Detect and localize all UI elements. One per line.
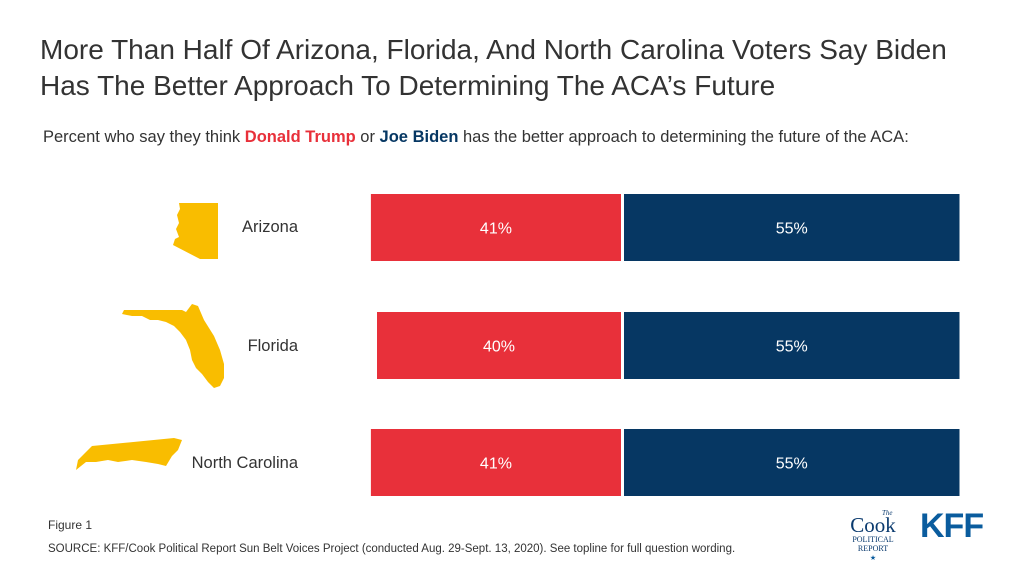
cook-logo-report: REPORT [858, 544, 888, 553]
bar-biden-north-carolina [624, 429, 960, 496]
subtitle-biden: Joe Biden [379, 128, 459, 146]
data-label-trump-florida: 40% [483, 339, 515, 356]
bar-trump-arizona [370, 194, 621, 261]
subtitle-prefix: Percent who say they think [43, 128, 245, 146]
data-label-trump-arizona: 41% [480, 221, 512, 238]
source-note: SOURCE: KFF/Cook Political Report Sun Be… [48, 543, 736, 555]
cook-logo-political: POLITICAL [852, 535, 893, 544]
subtitle-trump: Donald Trump [244, 128, 356, 146]
state-label-north-carolina: North Carolina [191, 454, 298, 472]
cook-logo-cook: Cook [850, 513, 896, 537]
svg-text:★: ★ [870, 554, 876, 562]
subtitle-suffix: has the better approach to determining t… [458, 128, 909, 146]
bar-biden-florida [624, 312, 960, 379]
north-carolina-map-icon [76, 438, 182, 470]
data-label-biden-north-carolina: 55% [776, 456, 808, 473]
florida-map-icon [122, 304, 224, 388]
chart-subtitle: Percent who say they think Donald Trump … [43, 126, 993, 148]
data-label-trump-north-carolina: 41% [480, 456, 512, 473]
figure-label: Figure 1 [48, 518, 93, 532]
bar-trump-north-carolina [370, 429, 621, 496]
state-label-arizona: Arizona [242, 218, 298, 236]
arizona-map-icon [173, 203, 218, 259]
cook-political-report-logo: The Cook POLITICAL REPORT ★ [850, 509, 896, 562]
data-label-biden-florida: 55% [776, 339, 808, 356]
bar-trump-florida [377, 312, 621, 379]
data-label-biden-arizona: 55% [776, 221, 808, 238]
cook-logo-the: The [882, 509, 893, 517]
chart-title: More Than Half Of Arizona, Florida, And … [40, 34, 947, 101]
bar-biden-arizona [624, 194, 960, 261]
state-label-florida: Florida [247, 337, 298, 355]
kff-logo: KFF [920, 507, 984, 545]
subtitle-mid: or [355, 128, 380, 146]
